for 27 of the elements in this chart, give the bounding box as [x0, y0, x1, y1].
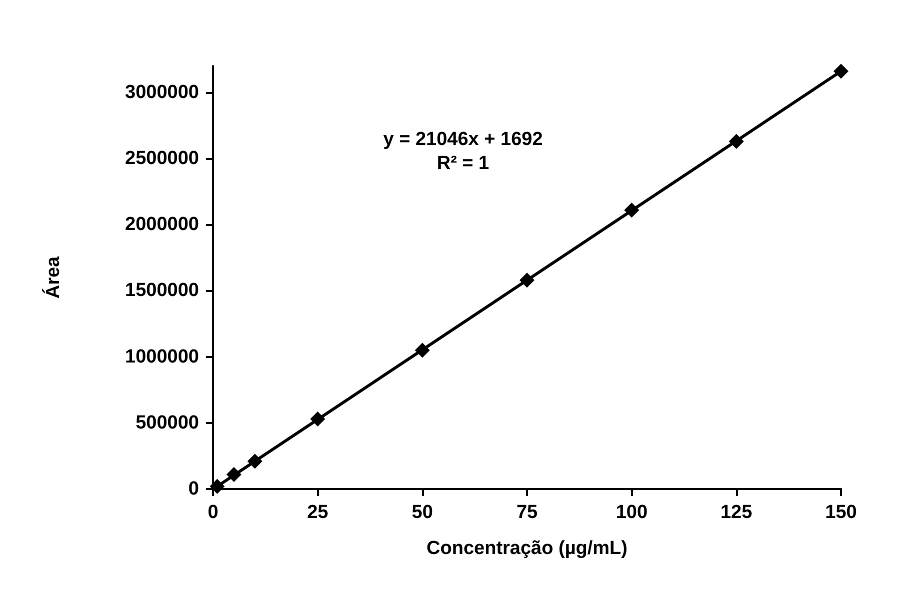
y-tick-label: 2000000	[125, 214, 199, 236]
point	[310, 411, 326, 426]
x-tick-label: 75	[516, 502, 538, 523]
x-tick-label: 125	[720, 502, 753, 523]
point	[226, 466, 242, 482]
x-tick-label: 150	[825, 502, 857, 523]
x-tick-label: 0	[208, 502, 218, 523]
point	[414, 342, 430, 358]
point	[624, 202, 640, 218]
y-tick-label: 0	[188, 478, 199, 500]
y-tick-label: 2500000	[125, 148, 199, 170]
x-tick-label: 25	[307, 502, 329, 523]
y-tick-label: 1500000	[125, 280, 199, 302]
y-axis-title: Área	[42, 256, 64, 299]
point	[834, 64, 848, 79]
x-axis-title: Concentração (µg/mL)	[426, 538, 628, 559]
annotation: y = 21046x + 1692	[383, 129, 543, 150]
y-tick-label: 1000000	[125, 346, 199, 368]
point	[520, 272, 534, 288]
point	[728, 134, 744, 149]
annotation: R² = 1	[436, 153, 490, 174]
point	[247, 454, 262, 469]
x-tick-label: 50	[412, 502, 433, 523]
y-tick-label: 3000000	[125, 82, 199, 103]
y-tick-label: 500000	[136, 412, 199, 434]
point	[210, 478, 225, 494]
x-tick-label: 100	[616, 502, 648, 523]
